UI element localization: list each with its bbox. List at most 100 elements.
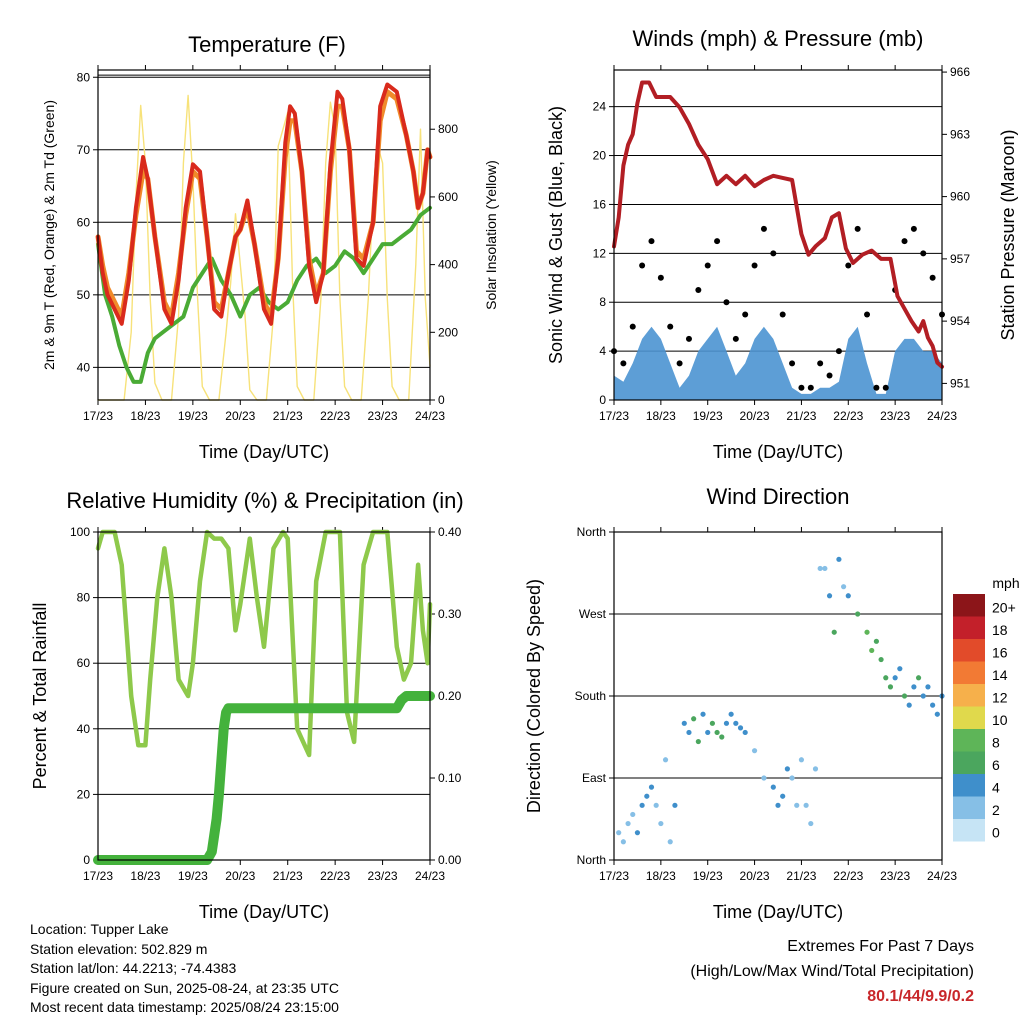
- temperature-ylabel-right: Solar Insolation (Yellow): [483, 160, 499, 310]
- direction-point: [728, 711, 734, 717]
- gust-point: [714, 238, 721, 245]
- direction-point: [672, 802, 678, 808]
- humidity-ytick-label: 60: [77, 656, 91, 670]
- direction-xtick-label: 23/23: [880, 869, 910, 883]
- recent-text: Most recent data timestamp: 2025/08/24 2…: [30, 999, 339, 1015]
- direction-point: [630, 811, 636, 818]
- legend-label: 20+: [992, 600, 1016, 616]
- direction-point: [873, 638, 880, 644]
- precip-series: [93, 691, 435, 865]
- winds-xlabel: Time (Day/UTC): [713, 442, 843, 462]
- humidity-y2tick-label: 0.30: [438, 607, 462, 621]
- legend-swatch: [953, 751, 985, 774]
- legend-swatch: [953, 774, 985, 797]
- legend-label: 16: [992, 645, 1008, 661]
- direction-point: [831, 629, 837, 635]
- created-text: Figure created on Sun, 2025-08-24, at 23…: [30, 979, 339, 996]
- direction-ytick-label: East: [582, 771, 607, 785]
- direction-point: [934, 711, 940, 717]
- direction-xtick-label: 18/23: [646, 869, 676, 883]
- direction-ytick-label: South: [575, 689, 606, 703]
- humidity-axes: 0 20 40 60 80 100 0.00 0.10 0.20 0.30 0.40 17/23 18/…: [70, 525, 462, 922]
- gust-point: [770, 250, 777, 257]
- winds-y2tick-label: 954: [950, 314, 970, 328]
- gust-point: [732, 335, 739, 342]
- direction-panel: Wind Direction North East South West North 17…: [524, 484, 957, 922]
- temperature-ytick-label: 50: [77, 288, 91, 302]
- humidity-y2tick-label: 0.40: [438, 525, 462, 539]
- gust-point: [667, 323, 674, 330]
- direction-point: [897, 666, 903, 672]
- gust-point: [864, 311, 871, 318]
- direction-point: [662, 757, 669, 763]
- temperature-y2tick-label: 600: [438, 190, 458, 204]
- gust-point: [854, 225, 861, 232]
- legend-swatch: [953, 594, 985, 617]
- temperature-ytick-label: 40: [77, 360, 91, 374]
- direction-xtick-label: 22/23: [833, 869, 863, 883]
- winds-ytick-label: 0: [599, 393, 606, 407]
- humidity-xtick-label: 21/23: [273, 869, 303, 883]
- winds-ytick-label: 4: [599, 344, 606, 358]
- temperature-panel: Temperature (F) 405060708002004006008001…: [41, 32, 499, 462]
- winds-xtick-label: 21/23: [786, 409, 816, 423]
- direction-point: [691, 716, 697, 722]
- extremes-values: 80.1/44/9.9/0.2: [867, 988, 974, 1005]
- direction-point: [915, 675, 922, 681]
- direction-xtick-label: 17/23: [599, 869, 629, 883]
- direction-title: Wind Direction: [706, 484, 849, 509]
- direction-point: [883, 675, 889, 681]
- gust-point: [817, 360, 824, 367]
- legend-swatch: [953, 684, 985, 707]
- direction-point: [864, 629, 870, 635]
- gust-point: [648, 238, 655, 245]
- winds-xtick-label: 23/23: [880, 409, 910, 423]
- gust-point: [873, 384, 880, 391]
- gust-point: [901, 238, 908, 245]
- temperature-ytick-label: 60: [77, 215, 91, 229]
- winds-axes: 0 4 8 12 16 20 24 951 954 957 960 963 966 17/23 18/23 1…: [593, 65, 970, 462]
- direction-xtick-label: 19/23: [693, 869, 723, 883]
- direction-point: [798, 757, 805, 763]
- winds-xtick-label: 19/23: [693, 409, 723, 423]
- humidity-ytick-label: 80: [77, 591, 91, 605]
- direction-xtick-label: 21/23: [786, 869, 816, 883]
- humidity-ytick-label: 100: [70, 525, 90, 539]
- legend-label: 8: [992, 735, 1000, 751]
- humidity-y2tick-label: 0.20: [438, 689, 462, 703]
- gust-point: [629, 323, 636, 330]
- direction-point: [808, 820, 814, 827]
- direction-point: [930, 702, 936, 708]
- gust-point: [657, 274, 664, 281]
- winds-ytick-label: 24: [593, 100, 607, 114]
- winds-frame: [613, 69, 943, 401]
- winds-title: Winds (mph) & Pressure (mb): [633, 26, 924, 51]
- direction-axes: North East South West North 17/23 18/23 19/23 20…: [575, 525, 958, 922]
- direction-point: [658, 820, 664, 827]
- station-info: Location: Tupper Lake Station elevation:…: [30, 920, 339, 1018]
- winds-xtick-label: 22/23: [833, 409, 863, 423]
- elevation-text: Station elevation: 502.829 m: [30, 940, 208, 957]
- direction-point: [634, 830, 641, 836]
- direction-point: [667, 839, 673, 845]
- gust-point: [910, 225, 917, 232]
- humidity-xtick-label: 18/23: [130, 869, 160, 883]
- legend-swatch: [953, 819, 985, 842]
- humidity-xtick-label: 19/23: [178, 869, 208, 883]
- winds-y2tick-label: 966: [950, 65, 970, 79]
- temperature-xtick-label: 19/23: [178, 409, 208, 423]
- direction-point: [775, 802, 781, 808]
- humidity-ylabel: Percent & Total Rainfall: [30, 603, 50, 790]
- humidity-y2tick-label: 0.10: [438, 771, 462, 785]
- direction-point: [644, 793, 650, 799]
- direction-point: [681, 720, 687, 726]
- temperature-xtick-label: 17/23: [83, 409, 113, 423]
- direction-point: [648, 784, 655, 790]
- gust-point: [685, 335, 692, 342]
- direction-point: [794, 802, 800, 808]
- temperature-xtick-label: 21/23: [273, 409, 303, 423]
- direction-point: [878, 656, 884, 663]
- direction-point: [836, 556, 842, 562]
- winds-y2tick-label: 951: [950, 376, 970, 390]
